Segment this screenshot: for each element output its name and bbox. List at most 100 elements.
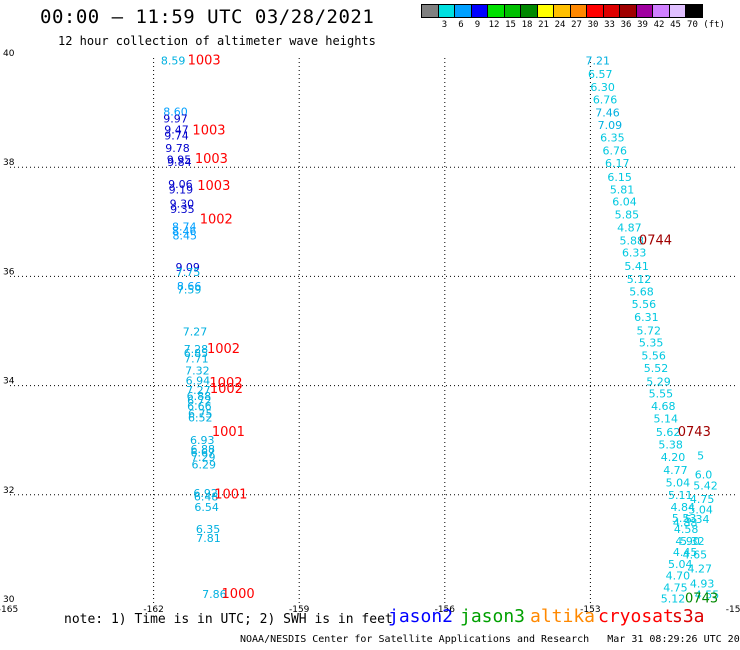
wave-height-label: 7.71 bbox=[184, 353, 209, 366]
color-scale-labels: 3 6 9 12 15 18 21 24 27 30 33 36 39 42 45 70 (ft) bbox=[422, 18, 725, 32]
wave-height-label: 4.68 bbox=[651, 400, 676, 413]
pressure-label: 1002 bbox=[207, 342, 240, 357]
wave-height-label: 6.54 bbox=[194, 501, 219, 514]
wave-height-label: 5.42 bbox=[693, 479, 718, 492]
wave-height-label: 4.45 bbox=[673, 546, 698, 559]
wave-height-label: 9.06 bbox=[168, 178, 193, 191]
color-scale-label: 3 bbox=[441, 20, 448, 30]
wave-height-label: 5.04 bbox=[666, 477, 691, 490]
wave-height-label: 4.58 bbox=[674, 523, 699, 536]
wave-height-label: 6.35 bbox=[600, 132, 625, 145]
pressure-label: 1001 bbox=[212, 425, 245, 440]
wave-height-label: 5.34 bbox=[685, 513, 710, 526]
legend-item-s3a: s3a bbox=[672, 606, 705, 627]
color-scale-label: 30 bbox=[587, 20, 599, 30]
wave-height-label: 6.29 bbox=[191, 459, 216, 472]
wave-height-label: 5.29 bbox=[646, 376, 671, 389]
wave-height-label: 7.75 bbox=[176, 266, 201, 279]
wave-height-label: 4.27 bbox=[687, 562, 712, 575]
wave-height-label: 6.52 bbox=[188, 412, 213, 425]
wave-height-label: 5.12 bbox=[627, 273, 652, 286]
wave-height-label: 7.59 bbox=[177, 283, 202, 296]
y-tick-label: 30 bbox=[3, 595, 15, 605]
wave-height-label: 5.32 bbox=[680, 535, 705, 548]
footer-credit: NOAA/NESDIS Center for Satellite Applica… bbox=[240, 634, 740, 645]
wave-height-label: 5 bbox=[697, 449, 704, 462]
color-scale-cell bbox=[685, 4, 703, 18]
timestamp-text: Mar 31 08:29:26 UTC 2021 bbox=[607, 634, 740, 645]
wave-height-label: 5.04 bbox=[668, 558, 693, 571]
color-scale-label: 21 bbox=[538, 20, 549, 30]
x-tick-label: -162 bbox=[143, 605, 163, 615]
wave-height-label: 5.88 bbox=[620, 235, 645, 248]
wave-height-label: 4.87 bbox=[617, 222, 642, 235]
wave-height-label: 8.74 bbox=[172, 221, 197, 234]
x-tick-label: -150 bbox=[726, 605, 740, 615]
wave-height-label: 8.46 bbox=[172, 225, 197, 238]
wave-height-label: 6.31 bbox=[634, 311, 659, 324]
wave-height-label: 6.93 bbox=[190, 434, 215, 447]
wave-height-label: 4.65 bbox=[683, 549, 708, 562]
wave-height-label: 6.35 bbox=[196, 523, 221, 536]
wave-height-label: 5.04 bbox=[688, 503, 713, 516]
wave-height-label: 7.29 bbox=[191, 451, 216, 464]
wave-height-label: 8.45 bbox=[173, 229, 198, 242]
color-scale-label: 70 (ft) bbox=[687, 20, 725, 30]
wave-height-label: 7.28 bbox=[184, 343, 209, 356]
color-scale-label: 36 bbox=[620, 20, 632, 30]
color-scale-bar: 3 6 9 12 15 18 21 24 27 30 33 36 39 42 45 70 (ft) bbox=[421, 4, 725, 32]
wave-height-label: 6.85 bbox=[184, 347, 209, 360]
wave-height-label: 8.60 bbox=[163, 105, 188, 118]
wave-height-label: 4.70 bbox=[666, 569, 691, 582]
wave-height-label: 4.84 bbox=[670, 501, 695, 514]
wave-height-label: 9.35 bbox=[170, 203, 195, 216]
pressure-label: 1003 bbox=[197, 179, 230, 194]
color-scale-label: 39 bbox=[637, 20, 648, 30]
color-scale-label: 12 bbox=[488, 20, 500, 30]
pressure-label: 1002 bbox=[200, 212, 233, 227]
wave-height-label: 6.48 bbox=[194, 490, 219, 503]
color-scale-cells bbox=[421, 4, 703, 18]
wave-height-label: 6.76 bbox=[593, 93, 618, 106]
wave-height-label: 9.97 bbox=[163, 112, 188, 125]
wave-height-label: 7.46 bbox=[595, 106, 620, 119]
pressure-label: 0743 bbox=[678, 425, 711, 440]
x-tick-label: -153 bbox=[580, 605, 600, 615]
pressure-label: 0744 bbox=[639, 234, 672, 249]
chart-title: 00:00 – 11:59 UTC 03/28/2021 bbox=[40, 6, 375, 28]
wave-height-label: 8.59 bbox=[161, 55, 186, 68]
y-tick-label: 38 bbox=[3, 158, 15, 168]
units-note: note: 1) Time is in UTC; 2) SWH is in fe… bbox=[64, 612, 393, 627]
y-tick-label: 32 bbox=[3, 486, 14, 496]
wave-height-label: 9.95 bbox=[167, 153, 192, 166]
wave-height-label: 4.75 bbox=[663, 581, 688, 594]
pressure-label: 1002 bbox=[210, 382, 243, 397]
color-scale-label: 42 bbox=[653, 20, 665, 30]
wave-height-label: 5.38 bbox=[658, 438, 683, 451]
x-tick-label: -156 bbox=[435, 605, 456, 615]
wave-height-label: 5.72 bbox=[637, 324, 662, 337]
x-tick-label: -165 bbox=[0, 605, 18, 615]
wave-height-label: 6.92 bbox=[193, 487, 218, 500]
wave-height-label: 7.86 bbox=[202, 588, 227, 601]
legend-item-jason3: jason3 bbox=[460, 606, 526, 627]
x-tick-label: -159 bbox=[289, 605, 310, 615]
pressure-label: 1003 bbox=[188, 54, 221, 69]
wave-height-label: 9.30 bbox=[170, 198, 195, 211]
wave-height-label: 7.09 bbox=[598, 119, 623, 132]
wave-height-label: 6.04 bbox=[612, 195, 637, 208]
color-scale-label: 45 bbox=[670, 20, 681, 30]
wave-height-label: 5.85 bbox=[615, 209, 640, 222]
pressure-label: 0743 bbox=[685, 591, 718, 606]
pressure-label: 1003 bbox=[195, 152, 228, 167]
wave-height-label: 6.33 bbox=[622, 247, 647, 260]
wave-height-label: 6.88 bbox=[187, 390, 212, 403]
wave-height-label: 5.81 bbox=[610, 183, 635, 196]
wave-height-label: 6.88 bbox=[190, 443, 215, 456]
color-scale-label: 15 bbox=[505, 20, 516, 30]
wave-height-label: 5.35 bbox=[639, 336, 664, 349]
color-scale-label: 18 bbox=[521, 20, 533, 30]
wave-height-label: 9.47 bbox=[164, 123, 189, 136]
color-scale-label: 33 bbox=[604, 20, 615, 30]
wave-height-label: 7.21 bbox=[586, 55, 611, 68]
